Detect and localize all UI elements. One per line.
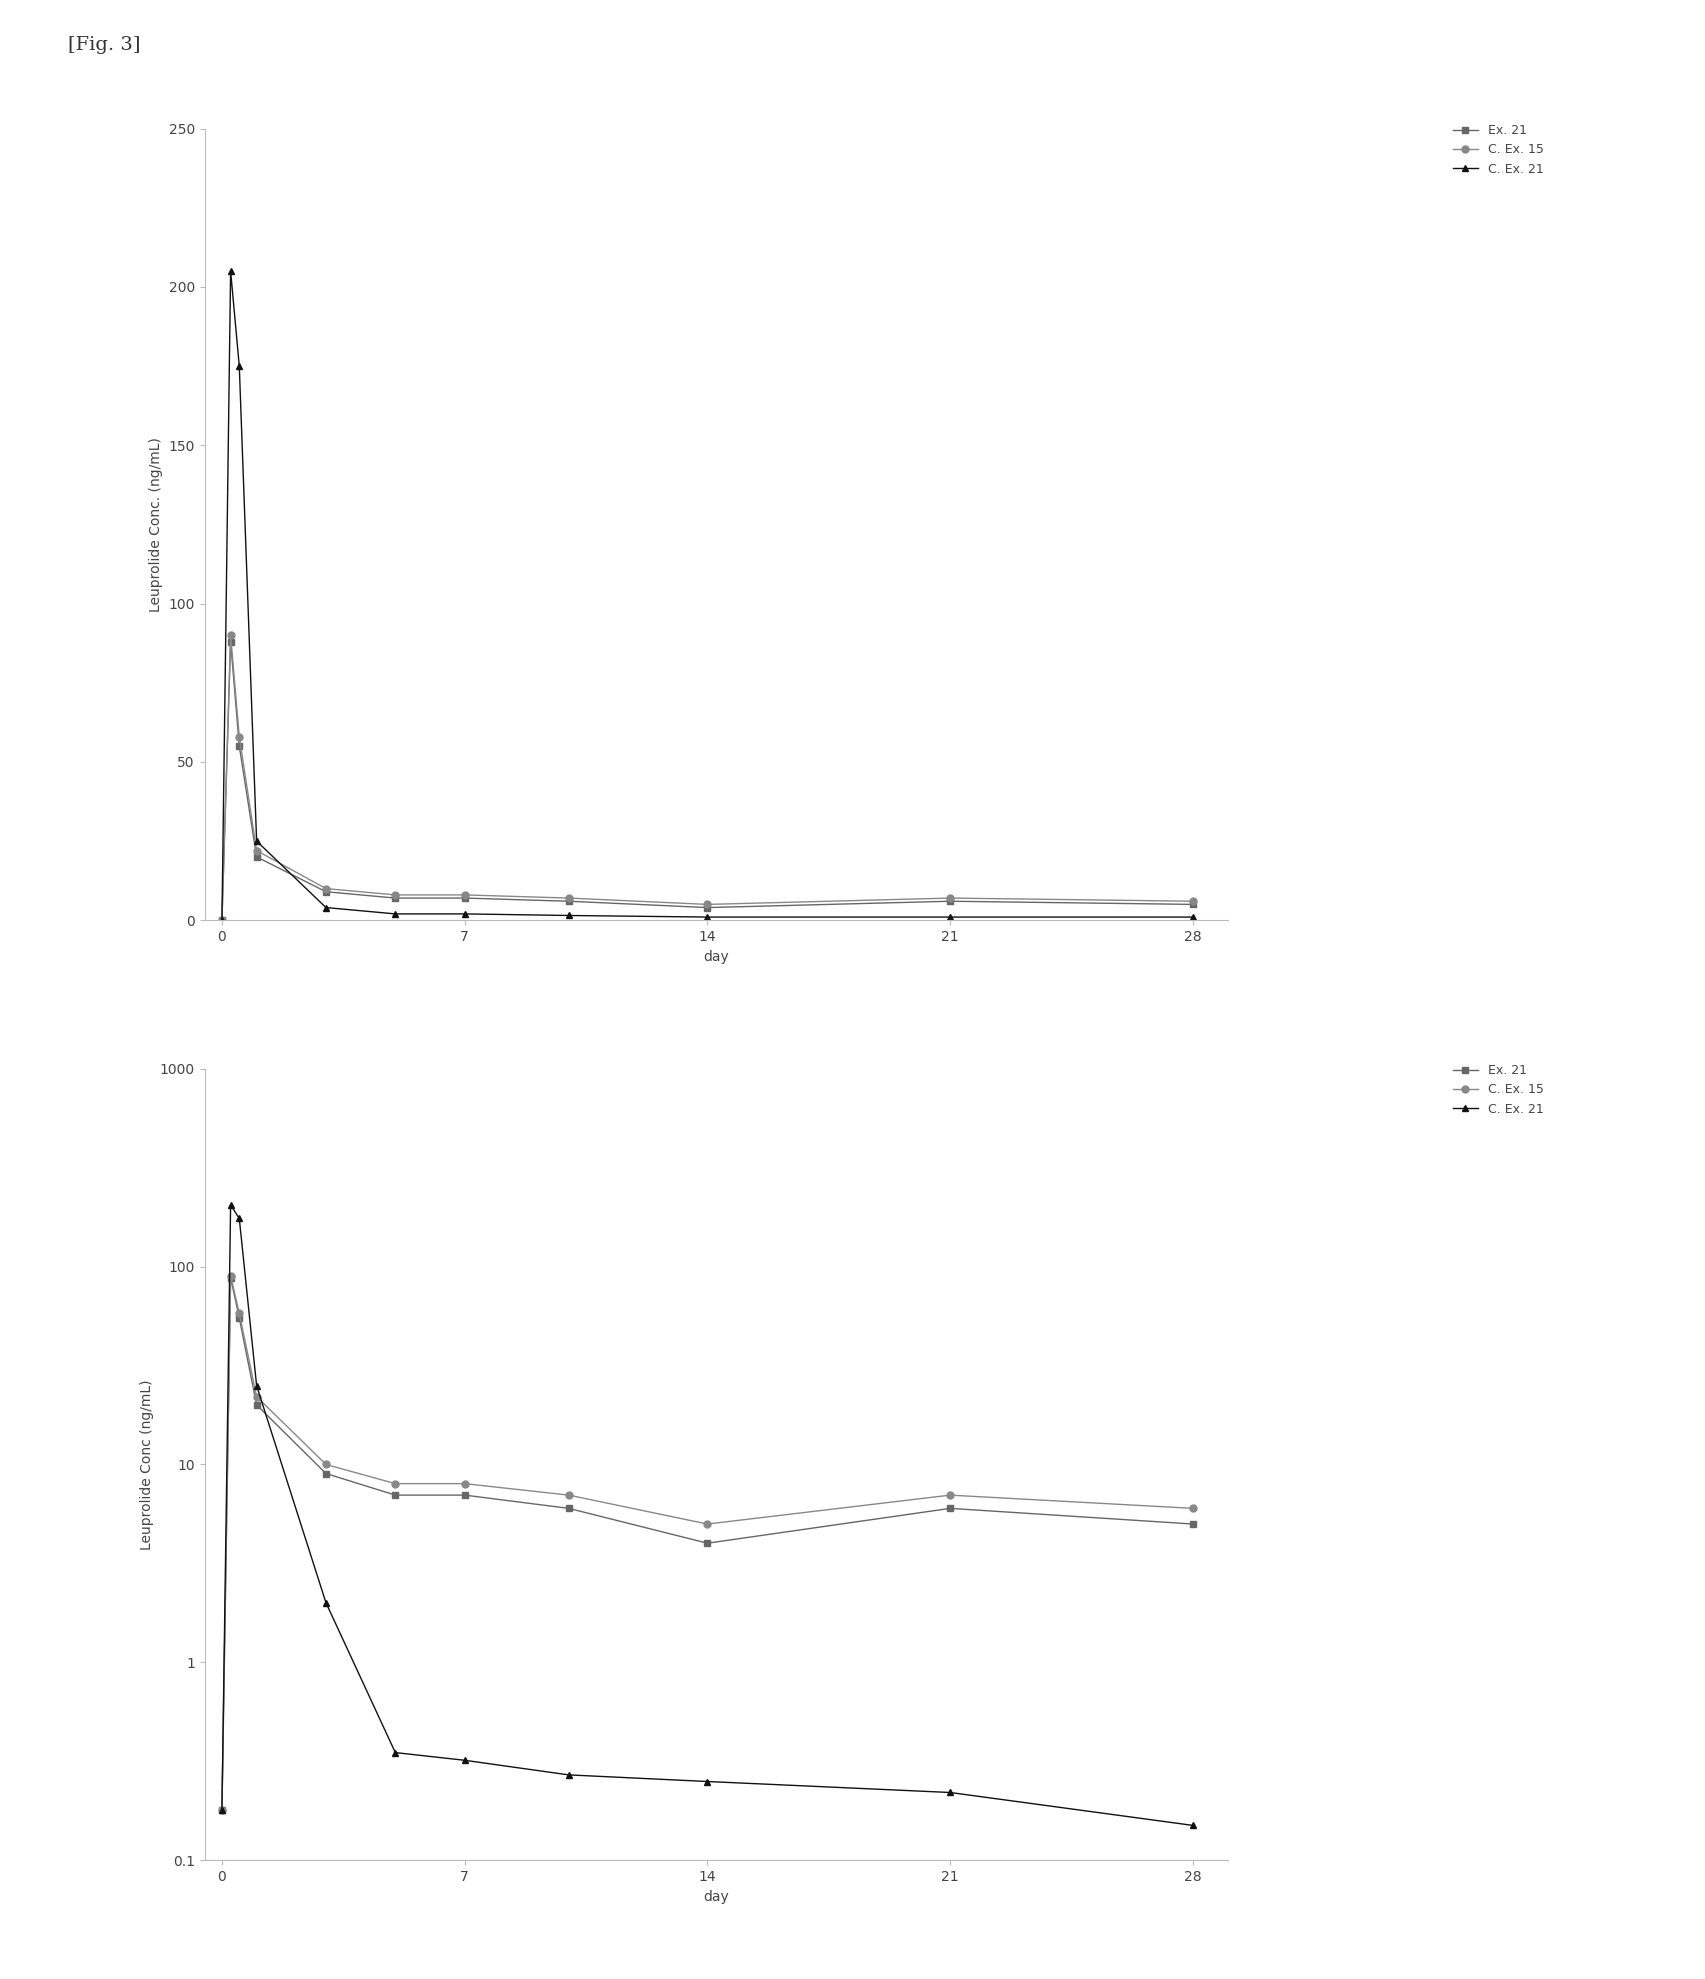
C. Ex. 21 — [1183, 1813, 1204, 1837]
Ex. 21 — [1183, 1512, 1204, 1536]
Ex. 21 — [315, 881, 336, 904]
C. Ex. 21 — [939, 904, 960, 928]
C. Ex. 15 — [247, 839, 268, 863]
C. Ex. 21 — [220, 259, 240, 283]
C. Ex. 15 — [228, 724, 249, 748]
C. Ex. 15 — [455, 1472, 476, 1496]
Line: C. Ex. 21: C. Ex. 21 — [218, 267, 1197, 924]
Ex. 21 — [559, 889, 580, 912]
C. Ex. 15 — [247, 1385, 268, 1409]
Ex. 21 — [559, 1496, 580, 1520]
Ex. 21 — [247, 1393, 268, 1417]
Ex. 21 — [228, 1306, 249, 1330]
C. Ex. 15 — [211, 1797, 232, 1821]
C. Ex. 21 — [220, 1193, 240, 1217]
C. Ex. 21 — [247, 829, 268, 853]
C. Ex. 15 — [559, 1482, 580, 1506]
C. Ex. 15 — [697, 893, 718, 916]
C. Ex. 15 — [939, 1482, 960, 1506]
X-axis label: day: day — [702, 950, 730, 964]
Legend: Ex. 21, C. Ex. 15, C. Ex. 21: Ex. 21, C. Ex. 15, C. Ex. 21 — [1448, 119, 1548, 180]
C. Ex. 21 — [559, 1763, 580, 1787]
Ex. 21 — [385, 887, 406, 910]
Ex. 21 — [939, 889, 960, 912]
Line: Ex. 21: Ex. 21 — [218, 637, 1197, 924]
Y-axis label: Leuprolide Conc. (ng/mL): Leuprolide Conc. (ng/mL) — [148, 437, 164, 612]
C. Ex. 15 — [385, 1472, 406, 1496]
C. Ex. 15 — [455, 883, 476, 906]
Line: C. Ex. 21: C. Ex. 21 — [218, 1201, 1197, 1829]
C. Ex. 21 — [697, 1769, 718, 1793]
Ex. 21 — [220, 629, 240, 653]
Ex. 21 — [247, 845, 268, 869]
C. Ex. 21 — [697, 904, 718, 928]
Legend: Ex. 21, C. Ex. 15, C. Ex. 21: Ex. 21, C. Ex. 15, C. Ex. 21 — [1448, 1059, 1548, 1120]
Line: C. Ex. 15: C. Ex. 15 — [218, 1272, 1197, 1813]
C. Ex. 21 — [228, 354, 249, 378]
C. Ex. 15 — [315, 1453, 336, 1476]
Line: C. Ex. 15: C. Ex. 15 — [218, 631, 1197, 924]
C. Ex. 21 — [939, 1781, 960, 1805]
Ex. 21 — [211, 1797, 232, 1821]
C. Ex. 21 — [211, 1797, 232, 1821]
C. Ex. 21 — [315, 896, 336, 920]
C. Ex. 21 — [247, 1373, 268, 1397]
C. Ex. 21 — [455, 1747, 476, 1771]
C. Ex. 21 — [385, 1742, 406, 1765]
C. Ex. 15 — [1183, 889, 1204, 912]
Text: [Fig. 3]: [Fig. 3] — [68, 36, 142, 53]
Ex. 21 — [228, 734, 249, 758]
Ex. 21 — [385, 1482, 406, 1506]
C. Ex. 15 — [697, 1512, 718, 1536]
C. Ex. 15 — [559, 887, 580, 910]
Y-axis label: Leuprolide Conc (ng/mL): Leuprolide Conc (ng/mL) — [140, 1379, 153, 1550]
C. Ex. 15 — [211, 908, 232, 932]
Ex. 21 — [211, 908, 232, 932]
C. Ex. 15 — [220, 623, 240, 647]
C. Ex. 15 — [939, 887, 960, 910]
Ex. 21 — [697, 1532, 718, 1555]
C. Ex. 21 — [228, 1207, 249, 1231]
C. Ex. 21 — [1183, 904, 1204, 928]
Ex. 21 — [455, 887, 476, 910]
Ex. 21 — [455, 1482, 476, 1506]
C. Ex. 15 — [315, 877, 336, 900]
Ex. 21 — [1183, 893, 1204, 916]
C. Ex. 15 — [1183, 1496, 1204, 1520]
C. Ex. 21 — [455, 902, 476, 926]
X-axis label: day: day — [702, 1890, 730, 1904]
C. Ex. 21 — [559, 904, 580, 928]
C. Ex. 21 — [385, 902, 406, 926]
C. Ex. 15 — [385, 883, 406, 906]
C. Ex. 21 — [211, 908, 232, 932]
C. Ex. 15 — [220, 1265, 240, 1288]
Ex. 21 — [939, 1496, 960, 1520]
Line: Ex. 21: Ex. 21 — [218, 1274, 1197, 1813]
Ex. 21 — [315, 1462, 336, 1486]
Ex. 21 — [697, 896, 718, 920]
C. Ex. 15 — [228, 1302, 249, 1326]
Ex. 21 — [220, 1267, 240, 1290]
C. Ex. 21 — [315, 1591, 336, 1615]
